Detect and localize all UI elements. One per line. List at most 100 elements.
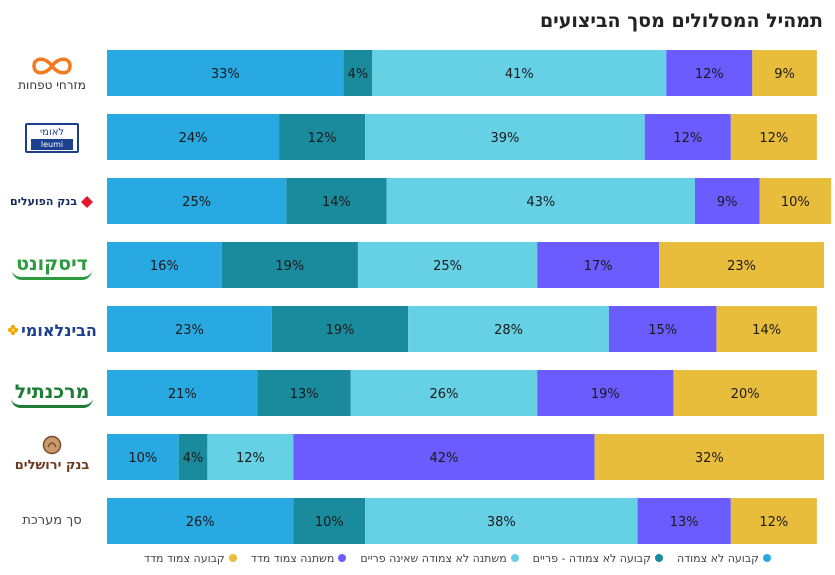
bar-segment-2-2 <box>279 114 366 160</box>
bar-segment-6-4 <box>537 370 674 416</box>
logo-beinleumi-label: הבינלאומי <box>21 320 97 340</box>
bar-segment-5-3 <box>408 306 609 352</box>
bar-segment-8-3 <box>365 498 638 544</box>
bar-label-5-4: 15% <box>648 323 677 338</box>
bar-segment-2-1 <box>107 114 280 160</box>
bar-segment-4-5 <box>659 242 824 288</box>
bar-segment-1-5 <box>752 50 817 96</box>
bar-segment-6-1 <box>107 370 258 416</box>
legend-item-1: קבועה לא צמודה <box>677 550 771 566</box>
bar-label-1-1: 33% <box>211 67 240 82</box>
bar-label-4-2: 19% <box>275 259 304 274</box>
bar-segment-8-2 <box>293 498 366 544</box>
logo-discount-label: דיסקונט <box>12 253 92 280</box>
bar-label-5-3: 28% <box>494 323 523 338</box>
chart-title: תמהיל המסלולים מסך הביצועים <box>539 10 823 32</box>
bar-segment-5-1 <box>107 306 272 352</box>
bar-segment-5-2 <box>271 306 409 352</box>
bar-segment-3-4 <box>694 178 760 224</box>
bar-segment-6-3 <box>350 370 538 416</box>
bar-label-7-5: 32% <box>695 451 724 466</box>
logo-mercantile: מרכנתיל <box>4 372 100 416</box>
legend-label: קבועה לא צמודה <box>676 551 759 565</box>
bar-segment-5-4 <box>608 306 717 352</box>
bar-segment-1-4 <box>666 50 753 96</box>
legend-dot-icon <box>338 554 347 562</box>
legend-item-2: קבועה לא צמודה - פריים <box>533 550 663 566</box>
bar-segment-4-3 <box>357 242 538 288</box>
bar-segment-4-2 <box>221 242 358 288</box>
logo-system-label: סך מערכת <box>22 512 82 528</box>
bar-label-4-3: 25% <box>433 259 462 274</box>
bar-segment-8-5 <box>730 498 817 544</box>
legend-dot-icon <box>510 554 519 562</box>
bar-label-3-5: 10% <box>781 195 810 210</box>
bar-segment-3-5 <box>759 178 832 224</box>
bar-label-5-1: 23% <box>175 323 204 338</box>
bar-segment-7-1 <box>107 434 179 480</box>
logo-leumi-label: לאומי <box>39 127 65 138</box>
bar-label-2-4: 12% <box>673 131 702 146</box>
bar-segment-7-4 <box>293 434 595 480</box>
bar-label-6-2: 13% <box>290 387 319 402</box>
logo-poalim: בנק הפועלים <box>4 180 100 224</box>
bar-segment-8-1 <box>107 498 294 544</box>
bar-segment-1-1 <box>107 50 344 96</box>
bar-label-7-3: 12% <box>236 451 265 466</box>
logo-mercantile-label: מרכנתיל <box>10 381 94 408</box>
bar-segment-4-4 <box>537 242 660 288</box>
legend-label: קבועה צמוד מדד <box>144 551 225 565</box>
bar-segment-6-2 <box>257 370 351 416</box>
bar-segment-1-3 <box>372 50 667 96</box>
bar-segment-3-3 <box>386 178 695 224</box>
flower-icon <box>7 324 19 336</box>
logo-mizrahi: מזרחי טפחות <box>4 52 100 96</box>
bar-label-4-5: 23% <box>727 259 756 274</box>
bar-label-8-1: 26% <box>186 515 215 530</box>
bar-label-3-3: 43% <box>526 195 555 210</box>
logo-mizrahi-label: מזרחי טפחות <box>18 77 86 92</box>
bar-segment-4-1 <box>107 242 222 288</box>
chart-legend: קבועה לא צמודה קבועה לא צמודה - פריים משתנ… <box>140 550 775 566</box>
bar-label-8-3: 38% <box>487 515 516 530</box>
infinity-icon <box>18 57 86 78</box>
bar-segment-1-2 <box>343 50 373 96</box>
bar-segment-7-2 <box>178 434 208 480</box>
bar-label-3-1: 25% <box>182 195 211 210</box>
bar-label-6-4: 19% <box>591 387 620 402</box>
bar-segment-7-3 <box>207 434 294 480</box>
logo-jerusalem: בנק ירושלים <box>4 432 100 476</box>
bar-label-7-2: 4% <box>183 451 204 466</box>
bar-label-7-4: 42% <box>430 451 459 466</box>
bar-label-6-3: 26% <box>430 387 459 402</box>
bar-label-1-4: 12% <box>695 67 724 82</box>
legend-dot-icon <box>654 554 663 562</box>
bar-label-3-4: 9% <box>717 195 738 210</box>
bar-label-1-2: 4% <box>348 67 369 82</box>
bar-label-2-1: 24% <box>179 131 208 146</box>
bar-label-2-3: 39% <box>490 131 519 146</box>
diamond-icon <box>81 196 94 208</box>
logo-leumi: לאומי leumi <box>4 116 100 160</box>
legend-dot-icon <box>762 554 771 562</box>
legend-label: משתנה לא צמודה שאינה פריים <box>360 551 507 565</box>
bar-segment-3-1 <box>107 178 287 224</box>
bar-segment-7-5 <box>594 434 824 480</box>
bar-segment-2-5 <box>730 114 817 160</box>
bar-label-2-5: 12% <box>759 131 788 146</box>
bar-label-5-2: 19% <box>326 323 355 338</box>
legend-dot-icon <box>228 554 237 562</box>
bar-segment-6-5 <box>673 370 817 416</box>
logo-discount: דיסקונט <box>4 244 100 288</box>
legend-item-3: משתנה לא צמודה שאינה פריים <box>360 550 519 566</box>
logo-leumi-sub: leumi <box>30 139 74 150</box>
bar-label-2-2: 12% <box>308 131 337 146</box>
coin-icon <box>15 435 90 459</box>
legend-item-4: משתנה צמוד מדד <box>251 550 347 566</box>
legend-label: משתנה צמוד מדד <box>250 551 335 565</box>
bar-label-7-1: 10% <box>128 451 157 466</box>
logo-system-total: סך מערכת <box>4 498 100 542</box>
bar-label-6-1: 21% <box>168 387 197 402</box>
bar-segment-2-3 <box>365 114 645 160</box>
logo-jerusalem-label: בנק ירושלים <box>14 458 90 473</box>
